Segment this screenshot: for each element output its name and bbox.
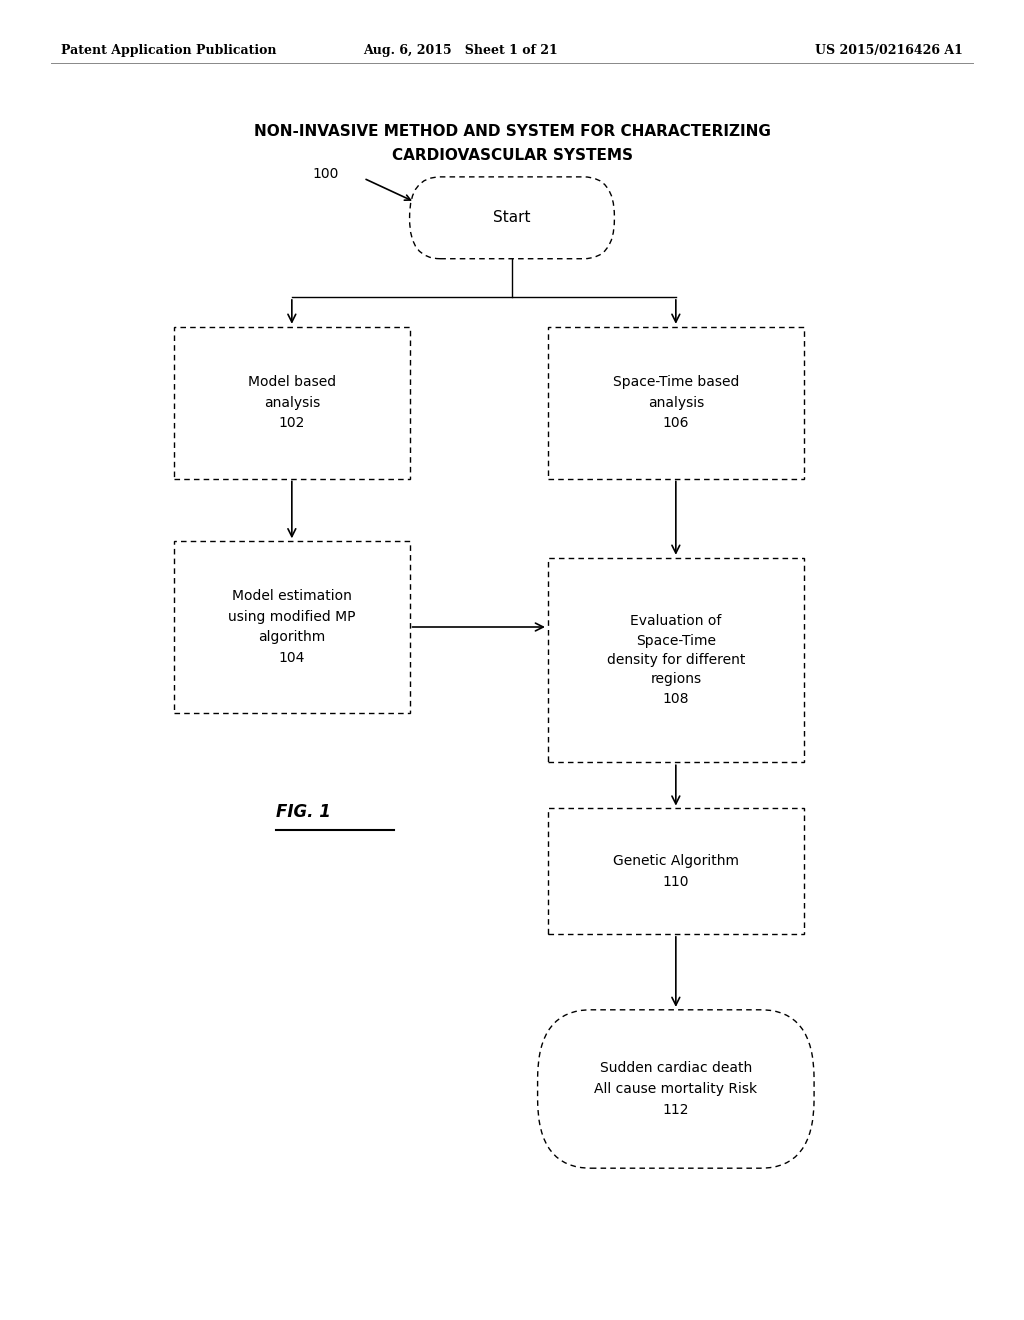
Text: Aug. 6, 2015   Sheet 1 of 21: Aug. 6, 2015 Sheet 1 of 21 <box>364 44 558 57</box>
Text: FIG. 1: FIG. 1 <box>276 803 332 821</box>
FancyBboxPatch shape <box>538 1010 814 1168</box>
FancyBboxPatch shape <box>548 808 804 935</box>
Text: Patent Application Publication: Patent Application Publication <box>61 44 276 57</box>
Text: US 2015/0216426 A1: US 2015/0216426 A1 <box>815 44 963 57</box>
FancyBboxPatch shape <box>174 327 410 479</box>
Text: NON-INVASIVE METHOD AND SYSTEM FOR CHARACTERIZING: NON-INVASIVE METHOD AND SYSTEM FOR CHARA… <box>254 124 770 140</box>
FancyBboxPatch shape <box>548 557 804 763</box>
FancyBboxPatch shape <box>410 177 614 259</box>
Text: 100: 100 <box>312 168 339 181</box>
Text: Model based
analysis
102: Model based analysis 102 <box>248 375 336 430</box>
Text: Start: Start <box>494 210 530 226</box>
FancyBboxPatch shape <box>548 327 804 479</box>
Text: Sudden cardiac death
All cause mortality Risk
112: Sudden cardiac death All cause mortality… <box>594 1061 758 1117</box>
Text: Space-Time based
analysis
106: Space-Time based analysis 106 <box>612 375 739 430</box>
Text: CARDIOVASCULAR SYSTEMS: CARDIOVASCULAR SYSTEMS <box>391 148 633 164</box>
FancyBboxPatch shape <box>174 541 410 713</box>
Text: Evaluation of
Space-Time
density for different
regions
108: Evaluation of Space-Time density for dif… <box>606 614 745 706</box>
Text: Genetic Algorithm
110: Genetic Algorithm 110 <box>612 854 739 888</box>
Text: Model estimation
using modified MP
algorithm
104: Model estimation using modified MP algor… <box>228 589 355 665</box>
